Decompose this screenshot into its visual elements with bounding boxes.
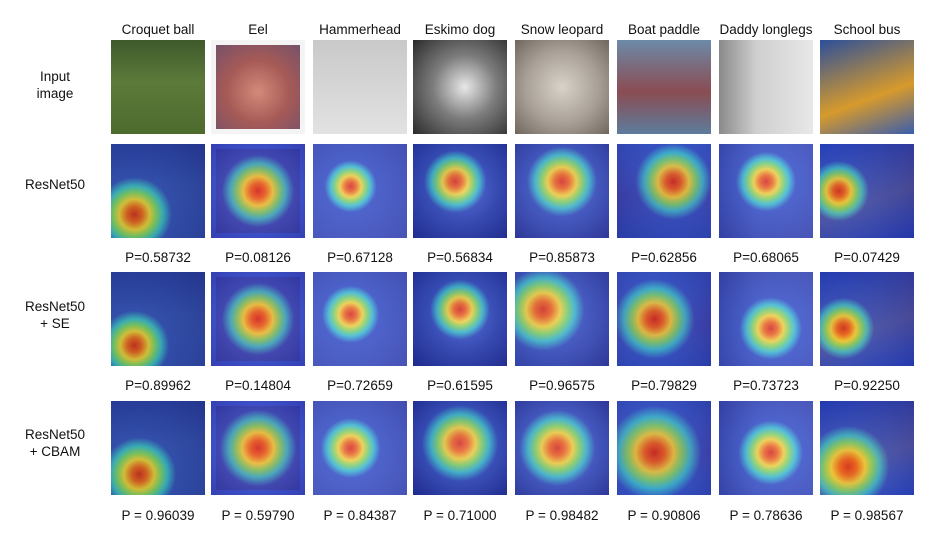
heatmap-image: [820, 272, 914, 366]
heatmap-image: [820, 144, 914, 238]
probability-label: P=0.73723: [733, 378, 799, 393]
heatmap-image: [313, 401, 407, 495]
column-title: Snow leopard: [520, 22, 604, 37]
heatmap-image: [617, 272, 711, 366]
probability-label: P = 0.78636: [729, 508, 803, 523]
probability-label: P=0.08126: [225, 250, 291, 265]
probability-label: P = 0.98567: [830, 508, 904, 523]
probability-label: P=0.79829: [631, 378, 697, 393]
row-label: ResNet50 + SE: [24, 299, 86, 331]
probability-label: P=0.68065: [733, 250, 799, 265]
probability-label: P=0.14804: [225, 378, 291, 393]
heatmap-image: [820, 401, 914, 495]
probability-label: P=0.85873: [529, 250, 595, 265]
probability-label: P=0.67128: [327, 250, 393, 265]
column-title: Daddy longlegs: [719, 22, 813, 37]
heatmap-image: [719, 272, 813, 366]
probability-label: P = 0.59790: [221, 508, 295, 523]
probability-label: P=0.61595: [427, 378, 493, 393]
probability-label: P = 0.98482: [525, 508, 599, 523]
column-title: School bus: [833, 22, 901, 37]
probability-label: P = 0.84387: [323, 508, 397, 523]
heatmap-image: [515, 401, 609, 495]
row-label: ResNet50: [24, 177, 86, 192]
heatmap-image: [413, 144, 507, 238]
input-image: [211, 40, 305, 134]
heatmap-image: [111, 144, 205, 238]
probability-label: P=0.72659: [327, 378, 393, 393]
input-image: [617, 40, 711, 134]
probability-label: P = 0.96039: [121, 508, 195, 523]
input-image: [515, 40, 609, 134]
probability-label: P=0.92250: [834, 378, 900, 393]
heatmap-image: [719, 401, 813, 495]
heatmap-image: [211, 401, 305, 495]
heatmap-image: [617, 401, 711, 495]
heatmap-image: [211, 144, 305, 238]
column-title: Eel: [248, 22, 268, 37]
column-title: Boat paddle: [627, 22, 701, 37]
probability-label: P = 0.90806: [627, 508, 701, 523]
heatmap-image: [313, 144, 407, 238]
heatmap-image: [719, 144, 813, 238]
probability-label: P=0.58732: [125, 250, 191, 265]
heatmap-image: [313, 272, 407, 366]
heatmap-image: [515, 144, 609, 238]
heatmap-image: [111, 401, 205, 495]
probability-label: P=0.07429: [834, 250, 900, 265]
heatmap-image: [413, 401, 507, 495]
input-image: [413, 40, 507, 134]
column-title: Hammerhead: [319, 22, 401, 37]
probability-label: P=0.62856: [631, 250, 697, 265]
probability-label: P = 0.71000: [423, 508, 497, 523]
probability-label: P=0.89962: [125, 378, 191, 393]
heatmap-image: [515, 272, 609, 366]
column-title: Eskimo dog: [424, 22, 496, 37]
heatmap-image: [211, 272, 305, 366]
row-label: ResNet50 + CBAM: [24, 427, 86, 459]
input-image: [719, 40, 813, 134]
input-image: [820, 40, 914, 134]
heatmap-image: [617, 144, 711, 238]
input-image: [111, 40, 205, 134]
input-image: [313, 40, 407, 134]
heatmap-image: [111, 272, 205, 366]
probability-label: P=0.56834: [427, 250, 493, 265]
row-label: Input image: [36, 69, 74, 101]
column-title: Croquet ball: [121, 22, 195, 37]
probability-label: P=0.96575: [529, 378, 595, 393]
heatmap-image: [413, 272, 507, 366]
